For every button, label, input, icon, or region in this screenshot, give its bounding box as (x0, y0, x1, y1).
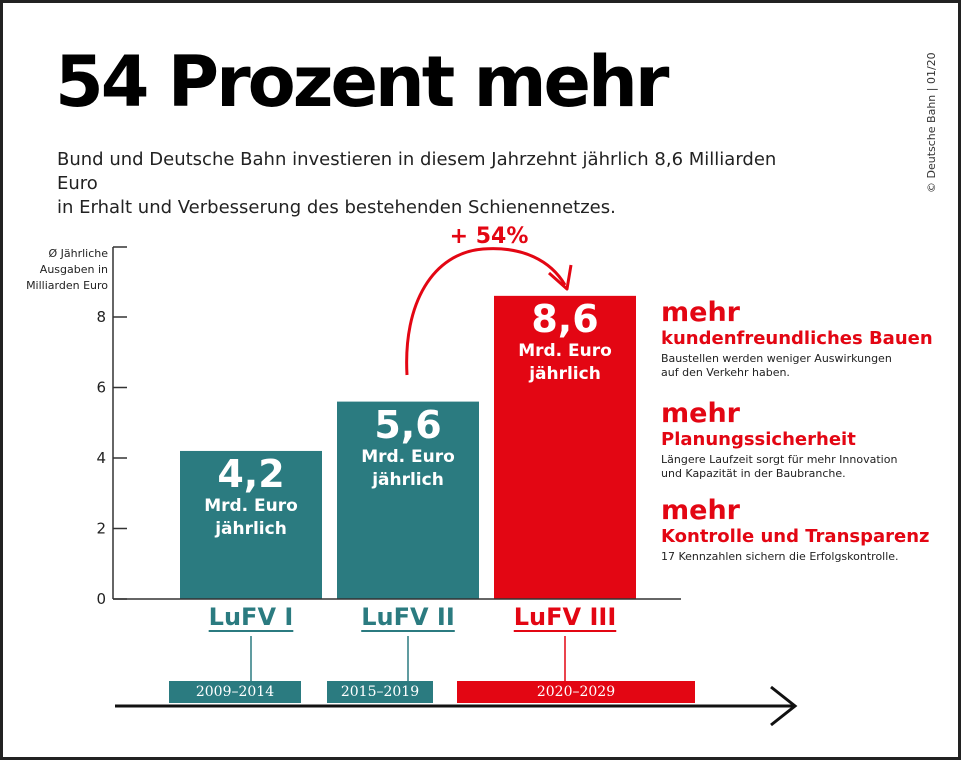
benefit-1-heading: kundenfreundliches Bauen (661, 328, 933, 349)
benefit-1-text: Baustellen werden weniger Auswirkungen a… (661, 352, 921, 380)
growth-arrow (405, 247, 567, 376)
period-box: 2020–2029 (457, 681, 695, 703)
bar-value: 8,6 (531, 296, 599, 341)
y-tick-label: 4 (96, 449, 106, 467)
subtitle: Bund und Deutsche Bahn investieren in di… (57, 148, 817, 220)
benefit-2-text: Längere Laufzeit sorgt für mehr Innovati… (661, 453, 921, 481)
benefit-3-text: 17 Kennzahlen sichern die Erfolgskontrol… (661, 550, 921, 564)
benefit-1-text-line-2: auf den Verkehr haben. (661, 366, 790, 379)
benefit-3-text-line-1: 17 Kennzahlen sichern die Erfolgskontrol… (661, 550, 899, 563)
benefit-1-text-line-1: Baustellen werden weniger Auswirkungen (661, 352, 892, 365)
bar-value: 5,6 (374, 402, 442, 447)
benefit-2-text-line-1: Längere Laufzeit sorgt für mehr Innovati… (661, 453, 898, 466)
bar-unit-line-1: Mrd. Euro (361, 446, 455, 467)
benefit-3-more: mehr (661, 495, 740, 526)
period-box: 2009–2014 (169, 681, 301, 703)
subtitle-line-2: in Erhalt und Verbesserung des bestehend… (57, 197, 616, 218)
bar-unit-line-2: jährlich (529, 363, 601, 384)
y-axis-label-line-3: Milliarden Euro (26, 279, 108, 292)
benefit-2-heading: Planungssicherheit (661, 429, 856, 450)
y-tick-label: 2 (96, 520, 106, 538)
y-axis-label-line-2: Ausgaben in (39, 263, 108, 276)
category-label: LuFV II (361, 603, 455, 631)
y-tick-label: 8 (96, 308, 106, 326)
y-axis-label-line-1: Ø Jährliche (48, 247, 108, 260)
period-box: 2015–2019 (327, 681, 433, 703)
category-label: LuFV III (513, 603, 617, 631)
bar-chart: 0 2 4 6 8 + 54% (96, 224, 798, 727)
bar-3 (494, 295, 636, 599)
benefit-2-more: mehr (661, 398, 740, 429)
y-tick-label: 6 (96, 379, 106, 397)
bar-1 (180, 450, 322, 599)
page-title: 54 Prozent mehr (55, 41, 669, 123)
bar-value: 4,2 (217, 451, 285, 496)
timeline-arrow-head (770, 685, 798, 727)
bar-value-label: 5,6 Mrd. Euro jährlich (337, 404, 479, 492)
benefit-3-heading: Kontrolle und Transparenz (661, 526, 930, 547)
growth-arrow-head (548, 264, 573, 291)
bar-unit-line-2: jährlich (215, 518, 287, 539)
bar-unit-line-1: Mrd. Euro (518, 340, 612, 361)
y-axis-label: Ø Jährliche Ausgaben in Milliarden Euro (13, 246, 108, 294)
benefit-2-text-line-2: und Kapazität in der Baubranche. (661, 467, 846, 480)
subtitle-line-1: Bund und Deutsche Bahn investieren in di… (57, 149, 777, 194)
category-label: LuFV I (208, 603, 294, 631)
growth-annotation: + 54% (450, 224, 529, 249)
bar-value-label: 4,2 Mrd. Euro jährlich (180, 453, 322, 541)
bar-value-label: 8,6 Mrd. Euro jährlich (494, 298, 636, 386)
bar-unit-line-2: jährlich (372, 469, 444, 490)
bar-unit-line-1: Mrd. Euro (204, 495, 298, 516)
benefit-1-more: mehr (661, 297, 740, 328)
bar-2 (337, 401, 479, 599)
y-tick-label: 0 (96, 590, 106, 608)
